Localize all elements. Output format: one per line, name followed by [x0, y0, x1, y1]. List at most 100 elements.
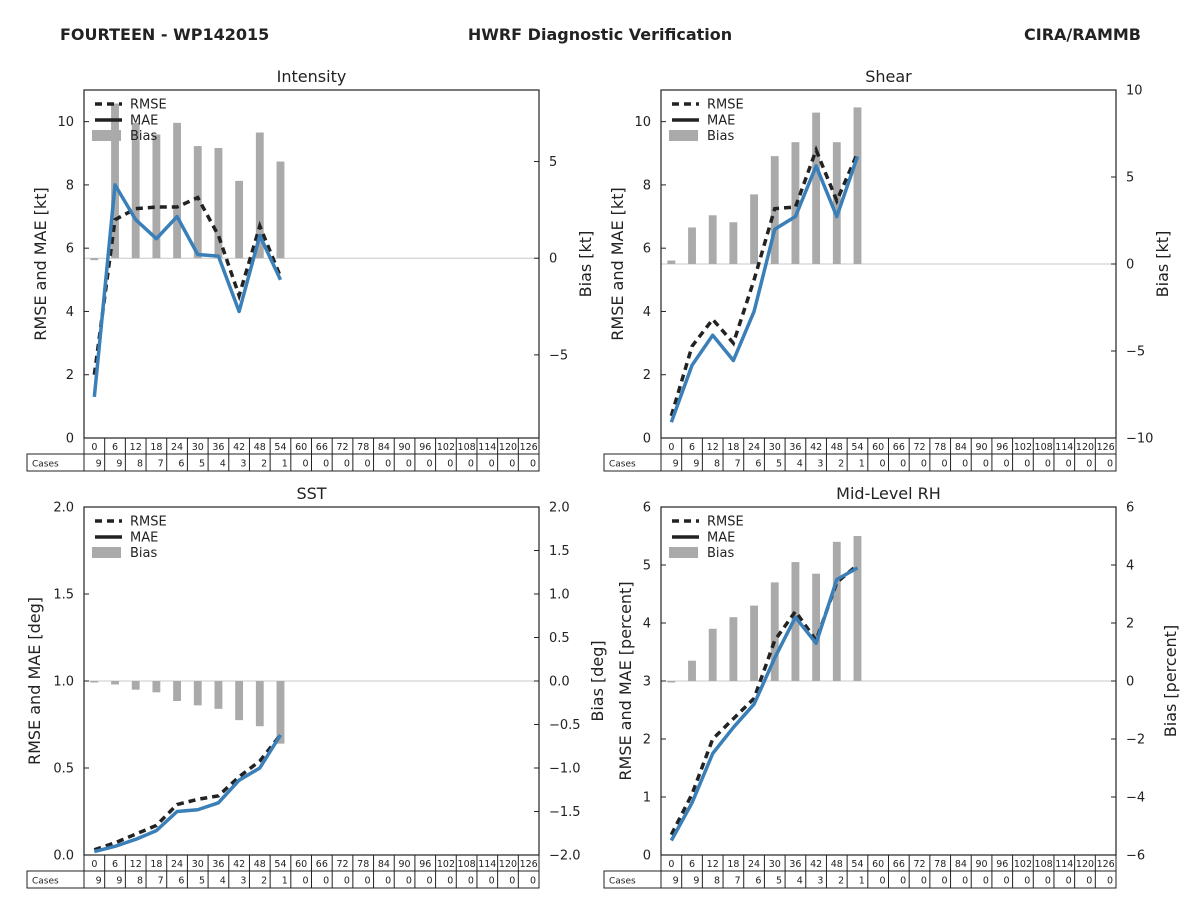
bias-bar: [791, 562, 800, 681]
hour-label: 108: [1035, 859, 1053, 870]
hour-label: 108: [458, 859, 476, 870]
legend-bias-label: Bias: [707, 129, 734, 144]
y-tick-label: 0.0: [53, 849, 74, 864]
case-count: 6: [178, 876, 184, 887]
hour-label: 60: [295, 442, 307, 453]
legend-bias-swatch: [92, 130, 121, 141]
case-count: 0: [427, 876, 433, 887]
case-count: 8: [714, 876, 720, 887]
case-count: 1: [282, 459, 288, 470]
hour-label: 72: [913, 859, 925, 870]
hour-label: 30: [769, 442, 781, 453]
hour-label: 102: [437, 442, 455, 453]
hour-label: 72: [336, 859, 348, 870]
bias-bar: [853, 107, 862, 265]
hour-label: 48: [254, 442, 266, 453]
y-tick-label: 1.0: [53, 675, 74, 690]
hour-label: 18: [727, 859, 739, 870]
hour-label: 78: [357, 859, 369, 870]
case-count: 0: [468, 459, 474, 470]
hour-label: 18: [150, 859, 162, 870]
case-count: 0: [1066, 459, 1072, 470]
y-axis-label: RMSE and MAE [kt]: [608, 187, 627, 340]
bias-bar: [173, 122, 181, 259]
y2-tick-label: −4: [1126, 791, 1145, 806]
bias-bar: [667, 681, 676, 683]
case-count: 3: [817, 459, 823, 470]
hour-label: 60: [872, 442, 884, 453]
hour-label: 42: [233, 859, 245, 870]
case-count: 0: [962, 459, 968, 470]
hour-label: 6: [112, 442, 118, 453]
y2-tick-label: 2.0: [549, 501, 570, 516]
y2-tick-label: 0: [1126, 258, 1134, 273]
hour-label: 24: [171, 859, 183, 870]
cases-table: Cases09691281872463053644234825416006607…: [603, 855, 1117, 889]
y-tick-label: 2: [643, 368, 651, 383]
case-count: 7: [158, 876, 164, 887]
case-count: 0: [879, 876, 885, 887]
case-count: 1: [282, 876, 288, 887]
hour-label: 36: [789, 442, 801, 453]
hour-label: 54: [851, 442, 863, 453]
y2-tick-label: −1.5: [549, 805, 581, 820]
hour-label: 12: [707, 442, 719, 453]
legend-bias-swatch: [92, 547, 121, 558]
case-count: 9: [673, 459, 679, 470]
hour-label: 54: [274, 442, 286, 453]
y-tick-label: 0: [643, 432, 651, 447]
hour-label: 36: [789, 859, 801, 870]
chart-title: Mid-Level RH: [836, 484, 941, 503]
bias-bar: [193, 146, 202, 259]
bias-bar: [193, 681, 202, 706]
case-count: 0: [447, 459, 453, 470]
case-count: 2: [261, 876, 267, 887]
hour-label: 96: [996, 442, 1008, 453]
case-count: 0: [1004, 876, 1010, 887]
case-count: 0: [941, 459, 947, 470]
hour-label: 12: [130, 859, 142, 870]
mae-line: [669, 155, 860, 423]
chart-title: SST: [296, 484, 326, 503]
hour-label: 18: [150, 442, 162, 453]
case-count: 2: [838, 459, 844, 470]
y-tick-label: 10: [634, 115, 651, 130]
hour-label: 30: [192, 859, 204, 870]
hour-label: 54: [851, 859, 863, 870]
case-count: 0: [489, 459, 495, 470]
y-tick-label: 0: [643, 849, 651, 864]
bias-bar: [688, 227, 696, 264]
case-count: 5: [776, 876, 782, 887]
legend-bias-swatch: [669, 547, 698, 558]
legend-rmse-label: RMSE: [707, 515, 744, 530]
bias-bar: [214, 148, 223, 259]
y-tick-label: 6: [643, 242, 651, 257]
hour-label: 96: [996, 859, 1008, 870]
case-count: 0: [530, 459, 536, 470]
y2-tick-label: 0.5: [549, 631, 570, 646]
case-count: 0: [323, 459, 329, 470]
hour-label: 114: [1055, 859, 1073, 870]
y-tick-label: 8: [66, 178, 74, 193]
case-count: 1: [859, 459, 865, 470]
hour-label: 66: [316, 442, 328, 453]
case-count: 9: [673, 876, 679, 887]
case-count: 9: [96, 459, 102, 470]
bias-bar: [131, 122, 140, 259]
case-count: 0: [983, 876, 989, 887]
case-count: 0: [302, 459, 308, 470]
y-tick-label: 1: [643, 791, 651, 806]
chart-title: Intensity: [277, 67, 347, 86]
bias-bar: [255, 132, 264, 259]
case-count: 3: [240, 876, 246, 887]
case-count: 0: [468, 876, 474, 887]
y2-axis-label: Bias [deg]: [588, 640, 607, 721]
case-count: 0: [530, 876, 536, 887]
case-count: 7: [158, 459, 164, 470]
bias-bar: [853, 536, 862, 681]
case-count: 1: [859, 876, 865, 887]
bias-bar: [812, 112, 821, 265]
case-count: 0: [1066, 876, 1072, 887]
storm-id: FOURTEEN - WP142015: [60, 25, 270, 44]
